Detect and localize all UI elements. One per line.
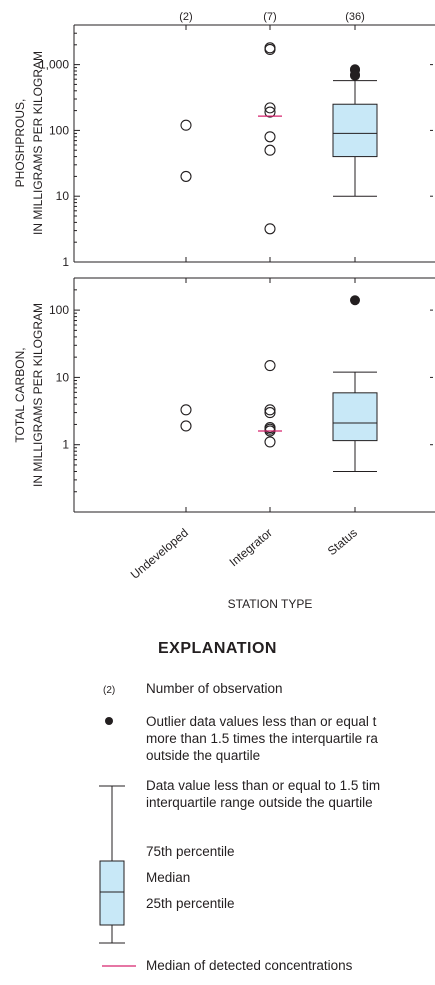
- legend-p75-text: 75th percentile: [146, 844, 235, 859]
- panel1-y-tick-label: 100: [49, 123, 69, 137]
- panel1-ylabel-line1: PHOSHPROUS,: [13, 99, 27, 188]
- panel1-y-tick-label: 10: [56, 189, 70, 203]
- panel2-category-label: Integrator: [227, 526, 275, 570]
- panel2-outlier-point: [350, 295, 360, 306]
- panel1-data-point: [264, 43, 276, 56]
- panel1-data-point: [180, 170, 192, 182]
- legend-outlier-dot-icon: [105, 717, 113, 725]
- legend-p25-text: 25th percentile: [146, 896, 235, 911]
- legend-detected-median-icon: [102, 965, 136, 967]
- panel2-ylabel-line1: TOTAL CARBON,: [13, 347, 27, 442]
- panel1-count-label: (7): [263, 11, 276, 23]
- panel1-data-point: [264, 144, 276, 156]
- panel1-data-point: [264, 106, 276, 118]
- panel1-count-label: (36): [345, 11, 365, 23]
- legend-median-text: Median: [146, 870, 191, 885]
- panel2-data-point: [264, 436, 276, 448]
- panel1-count-label: (2): [179, 11, 192, 23]
- panel2-category-label: Status: [325, 526, 360, 559]
- panel1-data-point: [264, 131, 276, 143]
- panel2-ylabel-line2: IN MILLIGRAMS PER KILOGRAM: [31, 303, 45, 487]
- legend-explanation: EXPLANATION (2) Number of observation Ou…: [0, 630, 435, 985]
- panel1-data-point: [180, 119, 192, 131]
- panel1-ylabel-line2: IN MILLIGRAMS PER KILOGRAM: [31, 51, 45, 235]
- boxplot-chart: 1 10 100 1,000 PHOSHPROUS, IN MILLIGRAMS PER …: [13, 11, 435, 611]
- panel1-box: [332, 103, 378, 158]
- panel2-data-point: [264, 360, 276, 372]
- legend-whisker-text: Data value less than or equal to 1.5 tim…: [146, 778, 381, 810]
- legend-count-text: Number of observation: [146, 681, 283, 696]
- panel2-category-label: Undeveloped: [128, 526, 191, 582]
- panel2-data-point: [180, 404, 192, 416]
- panel2-y-tick-label: 10: [56, 370, 70, 384]
- panel1-y-tick-label: 1,000: [39, 58, 69, 72]
- panel2-data-point: [264, 407, 276, 419]
- panel2-y-tick-label: 1: [62, 438, 69, 452]
- panel1-outlier-point: [350, 70, 360, 81]
- legend-boxplot-icon: [99, 785, 125, 944]
- panel1-y-tick-label: 1: [62, 255, 69, 269]
- panel1-data-point: [264, 102, 276, 114]
- legend-outlier-text: Outlier data values less than or equal t…: [146, 714, 378, 763]
- panel2-data-point: [264, 404, 276, 416]
- panel2-data-point: [180, 420, 192, 432]
- panel2-box: [332, 392, 378, 442]
- legend-count-example: (2): [103, 685, 116, 696]
- legend-title: EXPLANATION: [158, 640, 277, 657]
- panel1-data-point: [264, 223, 276, 235]
- legend-detected-text: Median of detected concentrations: [146, 958, 353, 973]
- panel2-y-tick-label: 100: [49, 303, 69, 317]
- panel2-xlabel: STATION TYPE: [228, 597, 313, 611]
